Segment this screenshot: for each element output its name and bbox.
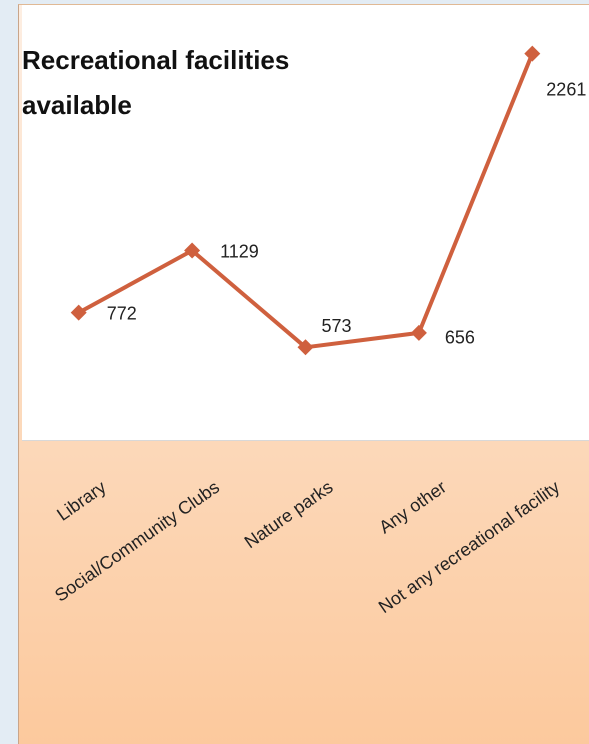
- chart-title: Recreational facilities available: [22, 45, 290, 120]
- marker: [524, 45, 541, 62]
- x-tick-label: Library: [53, 477, 110, 525]
- data-label: 656: [445, 328, 475, 348]
- data-label: 772: [107, 303, 137, 323]
- marker: [410, 324, 427, 341]
- data-label: 2261: [546, 79, 586, 99]
- data-label: 1129: [220, 241, 259, 261]
- x-tick-label: Nature parks: [241, 477, 337, 552]
- x-tick-label: Any other: [375, 477, 450, 538]
- plot-area: [22, 5, 589, 441]
- marker: [184, 242, 201, 259]
- marker: [70, 304, 87, 321]
- marker: [297, 339, 314, 356]
- data-label: 573: [322, 316, 352, 336]
- x-tick-label: Not any recreational facility: [375, 477, 563, 617]
